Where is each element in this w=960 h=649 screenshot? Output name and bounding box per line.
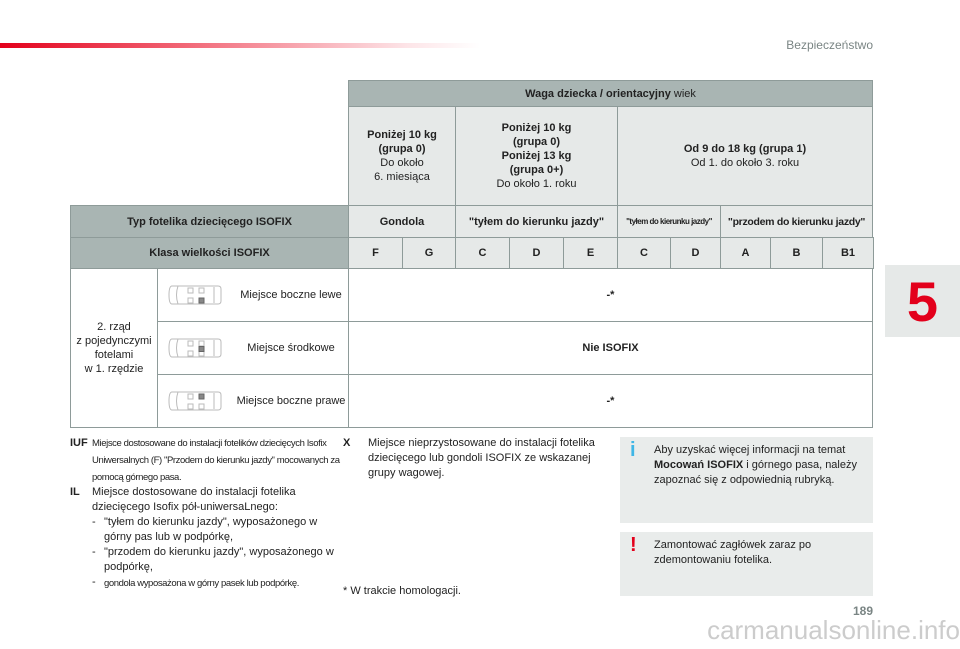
group-text: Poniżej 10 kg	[367, 129, 437, 141]
class-cell: F	[348, 237, 403, 269]
row-group-text: 2. rząd	[97, 321, 131, 333]
legend-x: X Miejsce nieprzystosowane do instalacji…	[343, 436, 603, 481]
class-label: Klasa wielkości ISOFIX	[70, 237, 349, 269]
type-label: Typ fotelika dziecięcego ISOFIX	[70, 205, 349, 238]
group-text: Od 9 do 18 kg (grupa 1)	[683, 143, 807, 155]
class-cell: D	[509, 237, 564, 269]
class-cell: C	[617, 237, 671, 269]
legend-text: Miejsce dostosowane do instalacji foteli…	[92, 486, 296, 513]
info-text: i górnego pasa, należy zapoznać się z od…	[654, 459, 857, 486]
info-box: i Aby uzyskać więcej informacji na temat…	[620, 437, 873, 523]
seat-label: Miejsce środkowe	[247, 342, 335, 354]
type-cell: "przodem do kierunku jazdy"	[720, 205, 873, 238]
seat-cell: Miejsce boczne prawe	[157, 374, 349, 428]
class-cell: A	[720, 237, 771, 269]
type-cell: Gondola	[348, 205, 456, 238]
group-cell-1: Poniżej 10 kg (grupa 0) Poniżej 13 kg (grup…	[455, 106, 618, 206]
class-cell: C	[455, 237, 510, 269]
row-group-text: w 1. rzędzie	[84, 363, 144, 375]
group-text: (grupa 0+)	[509, 164, 564, 176]
section-title: Bezpieczeństwo	[786, 38, 873, 52]
class-cell: B	[770, 237, 823, 269]
seat-label: Miejsce boczne prawe	[236, 395, 346, 407]
class-cell: E	[563, 237, 618, 269]
group-text: Poniżej 10 kg	[501, 122, 572, 134]
page-number: 189	[852, 604, 873, 618]
row-group-cell: 2. rząd z pojedynczymi fotelami w 1. rzędzi…	[70, 268, 158, 428]
row-group-text: fotelami	[94, 349, 134, 361]
row-group-text: z pojedynczymi	[76, 335, 152, 347]
group-age: Do około	[380, 157, 424, 169]
class-cell: G	[402, 237, 456, 269]
seat-value: -*	[348, 268, 873, 322]
weight-header-bold: Waga dziecka / orientacyjny	[525, 87, 671, 100]
legend-item: - "przodem do kierunku jazdy", wyposażone…	[92, 545, 340, 575]
legend-code: IUF	[70, 437, 88, 449]
group-age: Od 1. do około 3. roku	[690, 157, 800, 169]
seat-label: Miejsce boczne lewe	[240, 289, 342, 301]
footnote: * W trakcie homologacji.	[343, 585, 461, 597]
group-age: Do około 1. roku	[496, 178, 577, 190]
car-seat-middle-icon	[168, 338, 222, 358]
seat-value: -*	[348, 374, 873, 428]
group-cell-2: Od 9 do 18 kg (grupa 1) Od 1. do około 3.…	[617, 106, 873, 206]
legend-code: X	[343, 437, 351, 449]
seat-cell: Miejsce środkowe	[157, 321, 349, 375]
group-cell-0: Poniżej 10 kg (grupa 0) Do około 6. miesiąc…	[348, 106, 456, 206]
legend-left: IUF Miejsce dostosowane do instalacji fo…	[70, 435, 340, 592]
legend-item-text: "tyłem do kierunku jazdy", wyposażonego …	[104, 516, 318, 543]
legend-item-text: "przodem do kierunku jazdy", wyposażoneg…	[104, 546, 334, 573]
warning-box: ! Zamontować zagłówek zaraz po zdemontow…	[620, 532, 873, 596]
legend-item-text: gondola wyposażona w górny pasek lub pod…	[104, 578, 299, 589]
chapter-tab: 5	[885, 265, 960, 337]
header-accent-line	[0, 43, 480, 48]
group-age: 6. miesiąca	[374, 171, 430, 183]
type-cell: "tyłem do kierunku jazdy"	[455, 205, 618, 238]
class-cell: B1	[822, 237, 874, 269]
type-cell: "tyłem do kierunku jazdy"	[617, 205, 721, 238]
warning-text: Zamontować zagłówek zaraz po zdemontowan…	[654, 539, 812, 566]
group-text: (grupa 0)	[512, 136, 561, 148]
weight-header: Waga dziecka / orientacyjny wiek	[348, 80, 873, 107]
class-cell: D	[670, 237, 721, 269]
info-text-bold: Mocowań ISOFIX	[654, 459, 744, 471]
legend-text: Miejsce nieprzystosowane do instalacji f…	[368, 437, 595, 479]
warning-icon: !	[630, 534, 637, 556]
legend-iuf: IUF Miejsce dostosowane do instalacji fo…	[70, 435, 340, 486]
car-seat-left-icon	[168, 285, 222, 305]
info-text: Aby uzyskać więcej informacji na temat	[654, 444, 846, 456]
group-text: (grupa 0)	[378, 143, 426, 155]
legend-text: Miejsce dostosowane do instalacji foteli…	[92, 438, 340, 483]
seat-cell: Miejsce boczne lewe	[157, 268, 349, 322]
seat-value: Nie ISOFIX	[348, 321, 873, 375]
car-seat-right-icon	[168, 391, 222, 411]
group-text: Poniżej 13 kg	[501, 150, 572, 162]
legend-il: IL Miejsce dostosowane do instalacji fot…	[70, 485, 340, 592]
info-icon: i	[630, 439, 636, 461]
watermark: carmanualsonline.info	[707, 615, 960, 645]
legend-item: - gondola wyposażona w górny pasek lub po…	[92, 575, 340, 592]
legend-code: IL	[70, 486, 80, 498]
legend-item: - "tyłem do kierunku jazdy", wyposażonego…	[92, 515, 340, 545]
weight-header-normal: wiek	[673, 87, 696, 100]
